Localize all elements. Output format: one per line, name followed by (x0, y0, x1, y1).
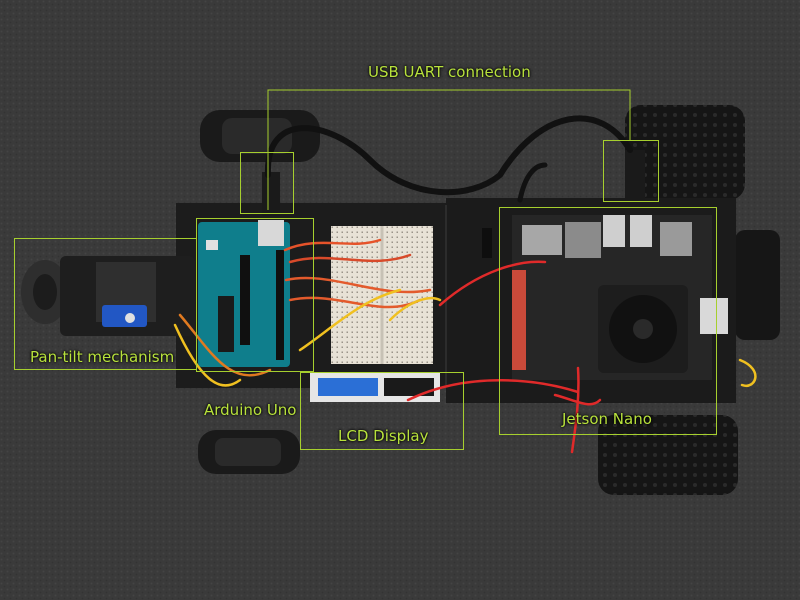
usb-plug-jetson (625, 150, 645, 200)
rear-left-wheel (200, 110, 320, 162)
usb-uart-label: USB UART connection (368, 63, 531, 81)
chassis-vent (482, 228, 492, 258)
annotation-lines (267, 89, 631, 210)
lcd-display (310, 372, 440, 402)
rear-right-wheel (625, 105, 745, 200)
arduino-board (198, 220, 290, 367)
jetson-label: Jetson Nano (562, 410, 652, 428)
right-side-bracket (735, 230, 780, 340)
arduino-label: Arduino Uno (204, 401, 297, 419)
jetson-nano-board (512, 215, 728, 380)
pan-tilt-mechanism (21, 256, 195, 336)
pan-tilt-label: Pan-tilt mechanism (30, 348, 175, 366)
usb-plug-arduino (262, 172, 280, 216)
front-right-wheel (598, 415, 738, 495)
wires (173, 115, 757, 454)
front-left-wheel (198, 430, 300, 474)
lcd-label: LCD Display (338, 427, 429, 445)
